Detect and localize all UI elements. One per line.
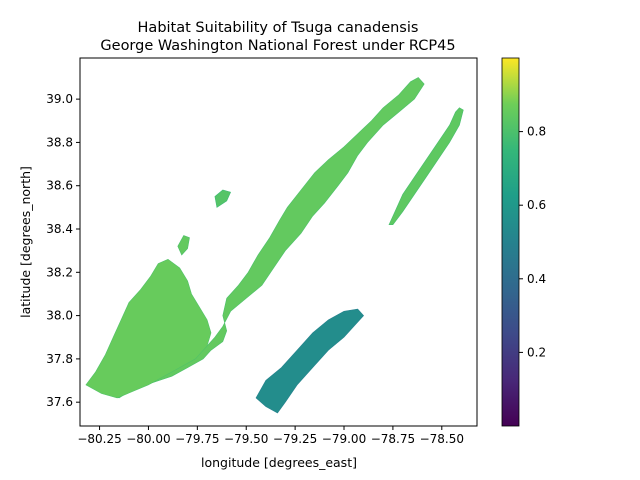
- colorbar-tick-label: 0.6: [527, 198, 546, 212]
- x-tick-label: −78.50: [420, 432, 464, 446]
- chart-title-line1: Habitat Suitability of Tsuga canadensis: [138, 20, 419, 36]
- colorbar-tick-label: 0.2: [527, 345, 546, 359]
- y-tick-label: 38.4: [46, 222, 73, 236]
- map-layer: [85, 77, 464, 414]
- plot-frame: [79, 57, 478, 427]
- small-patch-middle: [177, 235, 190, 256]
- chart-title-line2: George Washington National Forest under …: [100, 38, 455, 54]
- colorbar: [501, 57, 520, 427]
- x-tick-label: −79.50: [224, 432, 268, 446]
- y-tick-label: 37.8: [46, 352, 73, 366]
- colorbar-ticks: 0.2 0.4 0.6 0.8: [519, 125, 546, 359]
- south-block-region: [255, 308, 365, 414]
- y-axis-label: latitude [degrees_north]: [18, 166, 33, 318]
- x-axis-ticks: −80.25 −80.00 −79.75 −79.50 −79.25 −79.00 −78.…: [77, 426, 464, 446]
- y-tick-label: 37.6: [46, 395, 73, 409]
- y-tick-label: 38.8: [46, 135, 73, 149]
- west-ridge-region: [85, 258, 212, 399]
- colorbar-tick-label: 0.8: [527, 125, 546, 139]
- northeast-ridge-region: [388, 107, 464, 225]
- small-patch-north: [214, 189, 232, 208]
- colorbar-tick-label: 0.4: [527, 272, 546, 286]
- x-tick-label: −80.25: [77, 432, 121, 446]
- y-tick-label: 38.0: [46, 309, 73, 323]
- main-ridge-region: [89, 77, 425, 399]
- x-tick-label: −79.25: [273, 432, 317, 446]
- x-tick-label: −80.00: [126, 432, 170, 446]
- x-tick-label: −78.75: [371, 432, 415, 446]
- x-tick-label: −79.75: [175, 432, 219, 446]
- y-tick-label: 38.6: [46, 179, 73, 193]
- y-tick-label: 38.2: [46, 265, 73, 279]
- x-tick-label: −79.00: [322, 432, 366, 446]
- y-axis-ticks: 37.6 37.8 38.0 38.2 38.4 38.6 38.8 39.0: [46, 92, 80, 409]
- y-tick-label: 39.0: [46, 92, 73, 106]
- x-axis-label: longitude [degrees_east]: [201, 455, 357, 470]
